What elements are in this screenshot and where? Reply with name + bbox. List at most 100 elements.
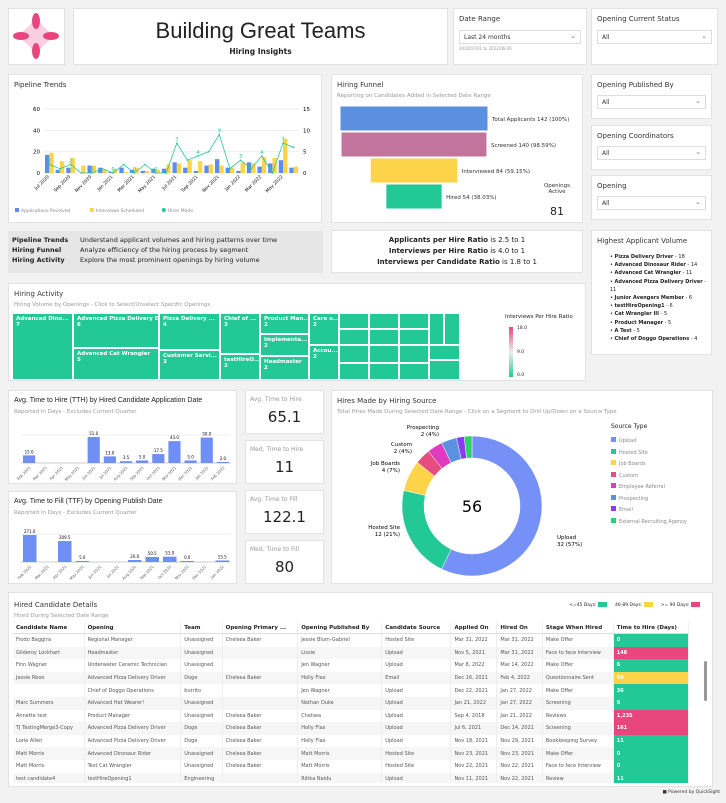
highest-volume-title: Highest Applicant Volume xyxy=(597,237,688,245)
opening-status-select[interactable]: All ⌄ xyxy=(597,30,712,44)
tile-value: 4 xyxy=(163,322,167,328)
treemap-tile[interactable] xyxy=(399,363,429,380)
legend-item[interactable]: Upload xyxy=(611,436,687,448)
table-cell xyxy=(13,684,85,697)
treemap-tile[interactable] xyxy=(369,329,399,345)
legend-item[interactable]: Email xyxy=(611,505,687,517)
scrollbar[interactable] xyxy=(704,661,707,701)
item-count: - 5 xyxy=(663,319,672,326)
treemap-tile[interactable]: testHireO... 2 xyxy=(220,354,260,380)
treemap-tile[interactable] xyxy=(369,345,399,363)
item-name: Pizza Delivery Driver xyxy=(614,254,674,260)
time-to-hire-cell: 6 xyxy=(613,659,689,672)
treemap-tile[interactable] xyxy=(429,345,460,360)
treemap-tile[interactable]: Advanced Pizza Delivery Dri...6 xyxy=(73,313,159,348)
chevron-down-icon: ⌄ xyxy=(695,148,701,156)
table-row[interactable]: Jessie Rbox Advanced Pizza Delivery Drive… xyxy=(13,671,689,685)
table-row[interactable]: test candidate4 testHireOpening1 Engineeri… xyxy=(13,772,689,783)
table-cell: Jen Wagner xyxy=(297,659,383,672)
funnel-stage[interactable] xyxy=(339,105,489,132)
data-label: 4 xyxy=(196,150,199,156)
funnel-stage[interactable] xyxy=(385,183,443,210)
treemap-tile[interactable]: Advanced Cat Wrangler 5 xyxy=(73,348,159,380)
table-row[interactable]: TJ TestingMerge3-Copy Advanced Pizza Deli… xyxy=(13,722,689,735)
treemap[interactable]: Advanced Dino... 7 Advanced Pizza Delivery… xyxy=(12,313,502,380)
x-tick-label: Jan 2021 xyxy=(96,174,115,193)
funnel-stage-label: Screened 140 (98.59%) xyxy=(491,143,556,149)
treemap-tile[interactable]: Implementa... 2 xyxy=(260,334,309,356)
bar-interviews-scheduled xyxy=(123,171,128,173)
published-by-select[interactable]: All ⌄ xyxy=(597,95,706,109)
legend-item[interactable]: Job Boards xyxy=(611,459,687,471)
donut-slice-hosted-site[interactable] xyxy=(401,490,452,570)
treemap-tile[interactable] xyxy=(399,313,429,329)
bar-label: 5.0 xyxy=(79,555,86,560)
bar xyxy=(23,455,36,463)
table-row[interactable]: Marc Summers Advanced Hat Wearer! Unassign… xyxy=(13,696,689,710)
hires-point xyxy=(59,167,61,170)
funnel-stage[interactable] xyxy=(369,157,459,184)
treemap-tile[interactable] xyxy=(399,329,429,345)
treemap-tile[interactable]: Care o... 2 xyxy=(309,313,339,345)
date-range-select[interactable]: Last 24 months ⌄ xyxy=(459,30,581,44)
table-row[interactable]: Gilderoy Lockhart Headmaster Unassigned Lis… xyxy=(13,646,689,660)
tile-name: testHireO... xyxy=(224,357,260,363)
table-row[interactable]: Lorie Allen Advanced Pizza Delivery Drive… xyxy=(13,734,689,748)
treemap-tile[interactable] xyxy=(429,360,460,380)
table-scroll[interactable]: Candidate Name Opening Team Opening Primary… xyxy=(13,623,689,783)
treemap-tile[interactable]: Pizza Delivery ... 4 xyxy=(159,313,220,350)
treemap-tile[interactable] xyxy=(339,363,369,380)
legend-item[interactable]: Prospecting xyxy=(611,494,687,506)
table-cell: Mar 31, 2022 xyxy=(496,633,543,647)
data-label: 0 xyxy=(111,167,114,173)
treemap-tile[interactable] xyxy=(339,329,369,345)
legend-item[interactable]: Employee Referral xyxy=(611,482,687,494)
item-count: - 4 xyxy=(689,336,698,343)
table-row[interactable]: Matt Morris Advanced Dinosaur Rider Unassi… xyxy=(13,747,689,760)
treemap-tile[interactable] xyxy=(399,345,429,363)
table-cell: Chief of Doggo Operations xyxy=(84,684,182,697)
table-cell: Chelsea xyxy=(297,709,383,723)
legend-item[interactable]: Hosted Site xyxy=(611,448,687,460)
tth-color-legend: <=45 Days: 46-89 Days: >= 90 Days: xyxy=(569,602,700,608)
funnel-chart[interactable]: Total Applicants 142 (100%) Screened 140 … xyxy=(332,75,584,224)
funnel-stage[interactable] xyxy=(340,131,488,158)
table-cell: Holly Flax xyxy=(297,671,383,685)
table-row[interactable]: Matt Morris Test Cat Wrangler Unassigned Ch… xyxy=(13,759,689,773)
table-row[interactable]: Annette test Product Manager Unassigned Che… xyxy=(13,709,689,723)
treemap-tile[interactable] xyxy=(339,313,369,329)
page-subtitle: Hiring Insights xyxy=(229,47,292,56)
hires-line xyxy=(49,133,294,174)
treemap-tile[interactable]: Accou... 2 xyxy=(309,345,339,380)
opening-select[interactable]: All ⌄ xyxy=(597,196,706,210)
x-tick-label: Nov 2021 xyxy=(161,465,178,482)
treemap-tile[interactable] xyxy=(429,313,444,345)
treemap-tile[interactable]: Customer Servi... 3 xyxy=(159,350,220,380)
pipeline-trends-panel: Pipeline Trends 0 20 40 60 0 5 10 15 2 2 0 0 0 0 7 4 9 3 4… xyxy=(8,74,322,223)
treemap-tile[interactable] xyxy=(339,345,369,363)
treemap-tile[interactable] xyxy=(369,363,399,380)
treemap-tile[interactable] xyxy=(444,313,460,345)
table-row[interactable]: Frodo Baggins Regional Manager Unassigned C… xyxy=(13,633,689,647)
donut-slice-external-recruiting-agency[interactable] xyxy=(463,435,473,459)
legend-item[interactable]: Custom xyxy=(611,471,687,483)
tth-subtitle: Reported in Days - Excludes Current Quar… xyxy=(14,409,137,415)
table-cell: Advanced Pizza Delivery Driver xyxy=(84,671,182,685)
column-header: Time to Hire (Days) xyxy=(613,623,689,634)
treemap-tile[interactable]: Chief of ... 3 xyxy=(220,313,260,354)
treemap-tile[interactable]: Advanced Dino... 7 xyxy=(12,313,73,380)
table-row[interactable]: Finn Wagner Underwater Ceramic Technician… xyxy=(13,659,689,672)
table-row[interactable]: Chief of Doggo Operations burrito Jen Wagn… xyxy=(13,684,689,697)
treemap-tile[interactable]: Product Man... 2 xyxy=(260,313,309,334)
legend-item[interactable]: External Recruiting Agency xyxy=(611,517,687,529)
donut-slice-upload[interactable] xyxy=(441,435,543,577)
coordinators-select[interactable]: All ⌄ xyxy=(597,146,706,160)
table-cell: Advanced Pizza Delivery Driver xyxy=(84,722,182,735)
treemap-tile[interactable]: Headmaster 2 xyxy=(260,356,309,380)
treemap-tile[interactable] xyxy=(369,313,399,329)
source-subtitle: Total Hires Made During Selected Date Ra… xyxy=(337,409,617,415)
x-tick-label: Dec 2021 xyxy=(191,564,208,581)
hires-point xyxy=(292,146,295,149)
x-tick-label: Nov 2021 xyxy=(173,564,190,581)
